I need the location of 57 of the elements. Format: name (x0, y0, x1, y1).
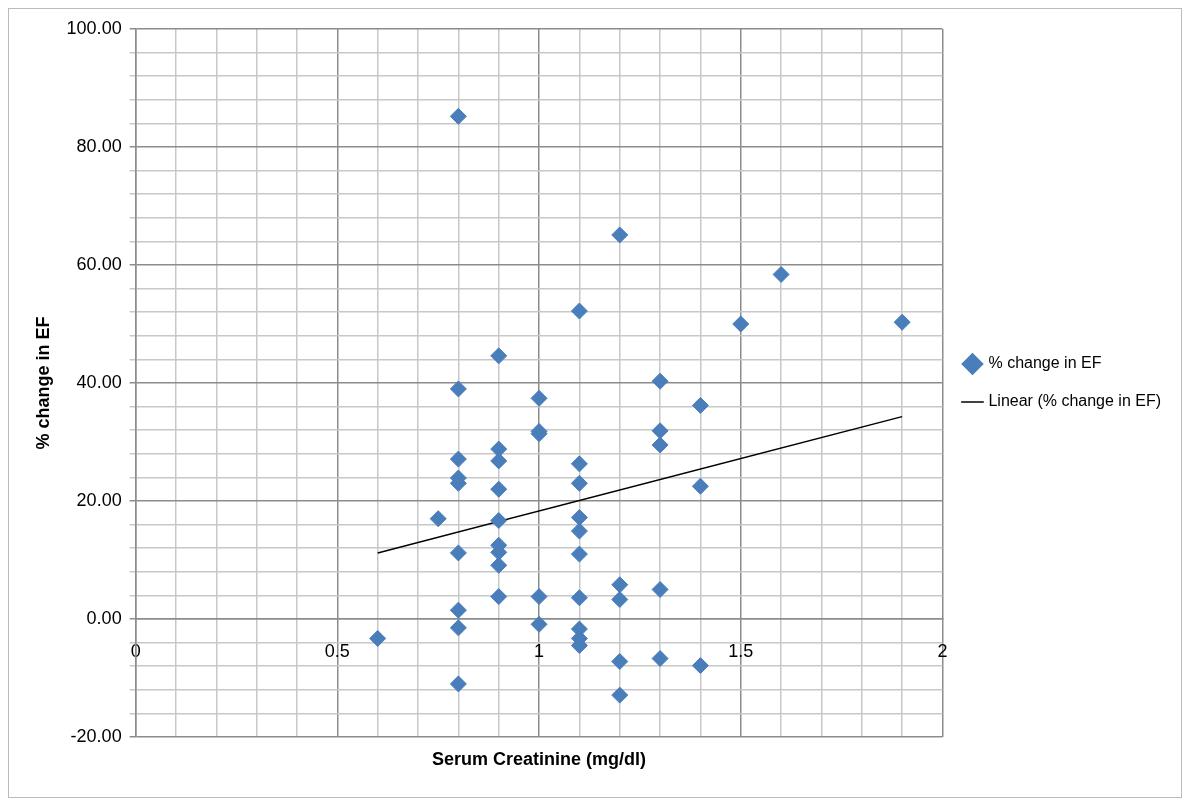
point (611, 652, 629, 670)
point (611, 226, 629, 244)
point (490, 588, 508, 606)
point (570, 545, 588, 563)
point (570, 589, 588, 607)
point (369, 629, 387, 647)
point (449, 450, 467, 468)
x-tick-label: 0.5 (324, 640, 350, 661)
point (429, 510, 447, 528)
point (490, 556, 508, 574)
point (570, 455, 588, 473)
point (772, 265, 790, 283)
point (490, 452, 508, 470)
point (651, 650, 669, 668)
y-tick-label: 20.00 (76, 489, 122, 510)
point (490, 511, 508, 529)
x-tick-label: 1 (534, 640, 545, 661)
y-tick-label: 60.00 (76, 253, 122, 274)
point (449, 675, 467, 693)
point (691, 657, 709, 675)
point (449, 107, 467, 125)
y-tick-label: 100.00 (66, 17, 122, 38)
y-tick-label: 40.00 (76, 371, 122, 392)
point (449, 601, 467, 619)
point (732, 315, 750, 333)
point (651, 422, 669, 440)
point (490, 480, 508, 498)
point (611, 591, 629, 609)
point (570, 509, 588, 527)
point (611, 576, 629, 594)
y-tick-label: 0.00 (86, 607, 122, 628)
y-axis-title: % change in EF (32, 316, 53, 450)
point (611, 686, 629, 704)
point (530, 588, 548, 606)
point (449, 380, 467, 398)
x-axis-title: Serum Creatinine (mg/dl) (432, 748, 647, 769)
y-tick-label: 80.00 (76, 135, 122, 156)
x-tick-label: 2 (937, 640, 948, 661)
point (691, 477, 709, 495)
point (449, 544, 467, 562)
y-tick-label: -20.00 (70, 725, 122, 746)
point (893, 313, 911, 331)
x-tick-label: 1.5 (728, 640, 754, 661)
legend-label: % change in EF (988, 354, 1102, 372)
point (449, 619, 467, 637)
point (651, 581, 669, 598)
point (691, 396, 709, 414)
point (570, 522, 588, 540)
legend-label: Linear (% change in EF) (988, 392, 1161, 410)
point (651, 372, 669, 390)
point (570, 474, 588, 492)
point (570, 302, 588, 320)
point (530, 615, 548, 633)
point (490, 347, 508, 365)
point (651, 436, 669, 454)
point (530, 389, 548, 407)
x-tick-label: 0 (130, 640, 141, 661)
